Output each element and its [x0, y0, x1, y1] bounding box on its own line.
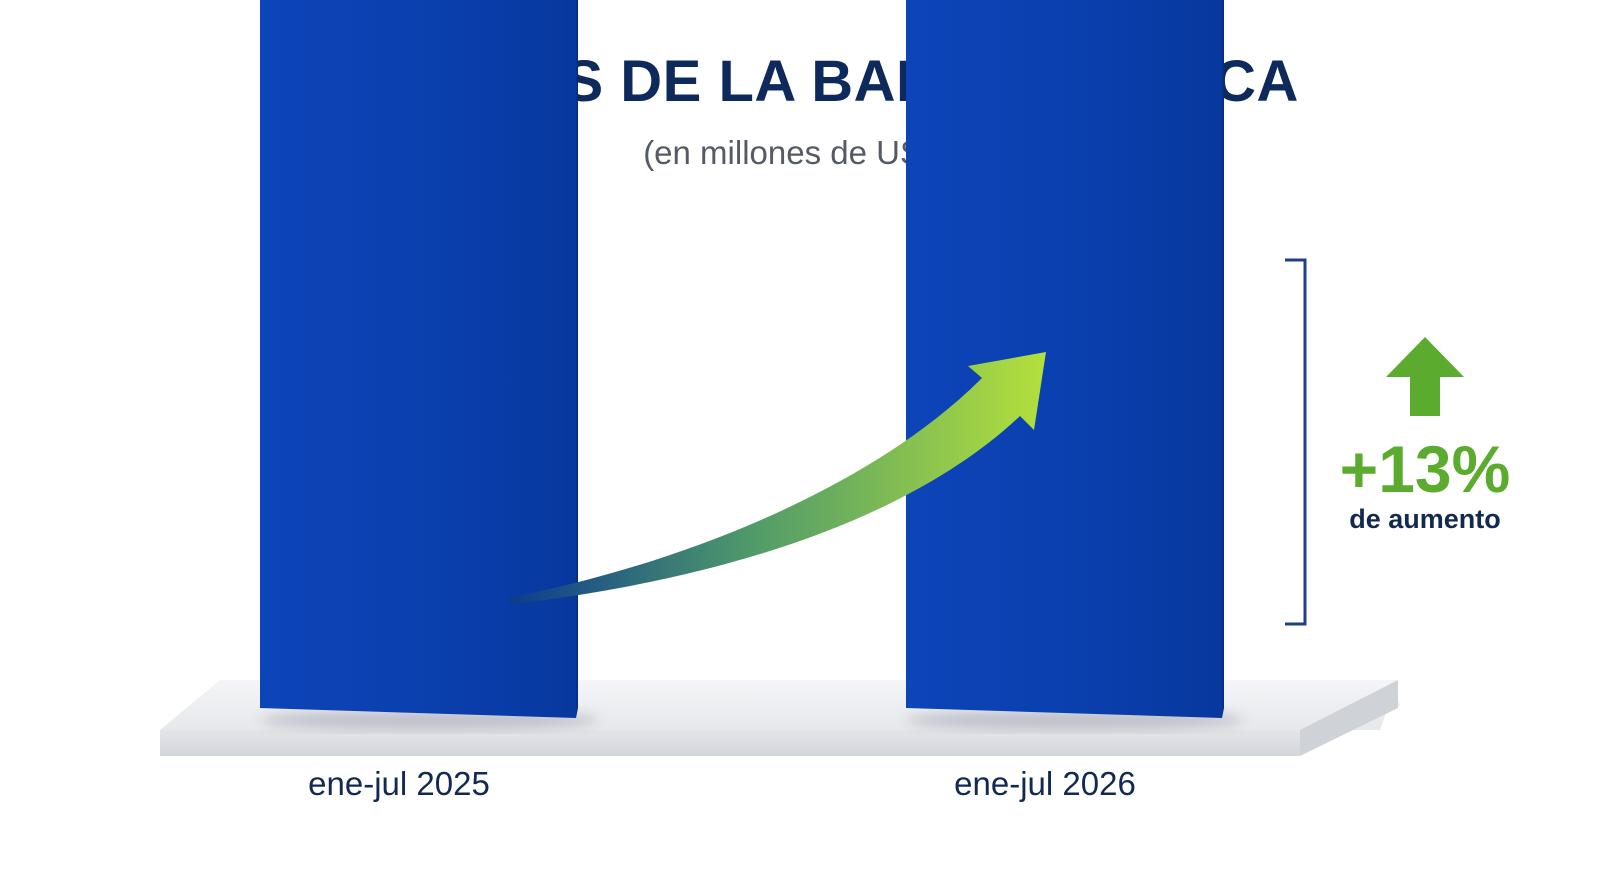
category-label: ene-jul 2025: [308, 765, 490, 802]
percent-change: +13%: [1340, 432, 1511, 506]
bracket-icon: [1285, 258, 1307, 626]
bar-side: [1222, 0, 1224, 718]
category-label: ene-jul 2026: [954, 765, 1136, 802]
up-arrow-icon: [1386, 337, 1464, 416]
percent-caption: de aumento: [1349, 504, 1501, 534]
chart-subtitle: (en millones de USD): [643, 134, 957, 171]
bar-front: [260, 0, 576, 718]
bars-layer: 3.773ene-jul 2025 4.261ene-jul 2026: [260, 0, 1244, 802]
bar-front: [906, 0, 1222, 718]
bar-1: 3.773ene-jul 2025: [260, 0, 598, 802]
bar-side: [576, 0, 578, 718]
bar-2: 4.261ene-jul 2026: [906, 0, 1244, 802]
curved-arrow-icon: [508, 352, 1046, 604]
